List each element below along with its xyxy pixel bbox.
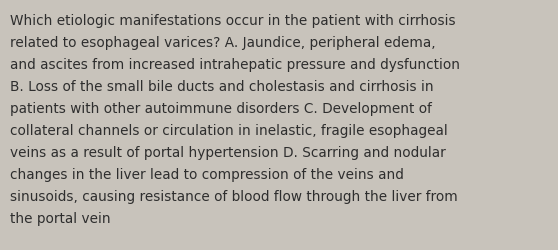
Text: Which etiologic manifestations occur in the patient with cirrhosis: Which etiologic manifestations occur in … [10, 14, 456, 28]
Text: changes in the liver lead to compression of the veins and: changes in the liver lead to compression… [10, 167, 404, 181]
Text: collateral channels or circulation in inelastic, fragile esophageal: collateral channels or circulation in in… [10, 124, 448, 138]
Text: sinusoids, causing resistance of blood flow through the liver from: sinusoids, causing resistance of blood f… [10, 189, 458, 203]
Text: B. Loss of the small bile ducts and cholestasis and cirrhosis in: B. Loss of the small bile ducts and chol… [10, 80, 434, 94]
Text: veins as a result of portal hypertension D. Scarring and nodular: veins as a result of portal hypertension… [10, 146, 446, 159]
Text: the portal vein: the portal vein [10, 211, 110, 225]
Text: and ascites from increased intrahepatic pressure and dysfunction: and ascites from increased intrahepatic … [10, 58, 460, 72]
Text: patients with other autoimmune disorders C. Development of: patients with other autoimmune disorders… [10, 102, 432, 116]
Text: related to esophageal varices? A. Jaundice, peripheral edema,: related to esophageal varices? A. Jaundi… [10, 36, 436, 50]
